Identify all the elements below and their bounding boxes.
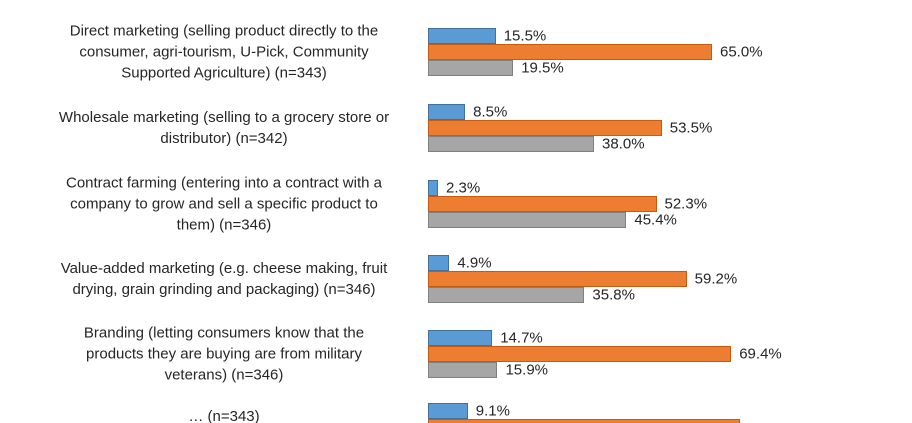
bar-slot: 35.8%: [428, 287, 687, 304]
bar-slot: 45.4%: [428, 212, 677, 229]
category-label-line: … (n=343): [188, 408, 260, 423]
value-label: 14.7%: [500, 329, 543, 347]
bar-gray: 19.5%: [428, 60, 564, 77]
bar-slot: 59.2%: [428, 271, 737, 288]
value-label: 2.3%: [446, 179, 481, 197]
bar-gray: 15.9%: [428, 362, 548, 379]
bar-gray: 38.0%: [428, 136, 645, 153]
category-label-line: products they are buying are from milita…: [86, 345, 362, 363]
chart-row: … (n=343) 9.1%: [0, 403, 912, 423]
value-label: 52.3%: [664, 195, 708, 213]
bar-orange: 52.3%: [428, 196, 707, 213]
bar-group: 4.9% 59.2% 35.8%: [428, 255, 737, 304]
category-label-line: Contract farming (entering into a contra…: [66, 174, 382, 192]
bar-blue: 14.7%: [428, 330, 543, 347]
value-label: 35.8%: [592, 286, 635, 304]
category-label: Value-added marketing (e.g. cheese makin…: [6, 258, 442, 300]
bar-group: 14.7% 69.4% 15.9%: [428, 330, 782, 379]
bar-blue: 8.5%: [428, 104, 507, 121]
category-label-line: Branding (letting consumers know that th…: [83, 324, 365, 342]
category-label-line: consumer, agri-tourism, U-Pick, Communit…: [79, 43, 369, 61]
chart-row: Branding (letting consumers know that th…: [0, 325, 912, 384]
category-label-line: Wholesale marketing (selling to a grocer…: [58, 109, 390, 126]
bar-slot: 69.4%: [428, 346, 782, 363]
chart-row: Contract farming (entering into a contra…: [0, 175, 912, 234]
value-label: 15.9%: [505, 361, 549, 379]
category-label-line: drying, grain grinding and packaging) (n…: [72, 281, 376, 298]
category-label-line: Value-added marketing (e.g. cheese makin…: [60, 260, 388, 277]
bar-gray: 35.8%: [428, 287, 635, 304]
chart-row: Value-added marketing (e.g. cheese makin…: [0, 255, 912, 304]
bar-slot: 9.1%: [428, 403, 740, 420]
bar-slot: 2.3%: [428, 180, 657, 197]
bar-group: 15.5% 65.0% 19.5%: [428, 28, 763, 77]
value-label: 45.4%: [634, 211, 677, 229]
category-label-line: distributor) (n=342): [160, 130, 288, 147]
bar-slot: 53.5%: [428, 120, 712, 137]
value-label: 53.5%: [669, 119, 713, 137]
bar-group: 8.5% 53.5% 38.0%: [428, 104, 712, 153]
bar-slot: 19.5%: [428, 60, 712, 77]
bar-orange: [428, 419, 740, 423]
category-label: Contract farming (entering into a contra…: [6, 173, 442, 236]
bar-blue: 9.1%: [428, 403, 510, 420]
chart-row: Wholesale marketing (selling to a grocer…: [0, 104, 912, 153]
bar-orange: 53.5%: [428, 120, 712, 137]
bar-group: 2.3% 52.3% 45.4%: [428, 180, 707, 229]
bar-blue: 2.3%: [428, 180, 480, 197]
category-label: … (n=343): [6, 406, 442, 423]
bar-slot: 14.7%: [428, 330, 731, 347]
chart-row: Direct marketing (selling product direct…: [0, 23, 912, 82]
value-label: 4.9%: [457, 254, 492, 272]
category-label-line: company to grow and sell a specific prod…: [70, 195, 378, 213]
value-label: 38.0%: [602, 135, 645, 153]
bar-orange: 59.2%: [428, 271, 737, 288]
value-label: 9.1%: [475, 402, 510, 420]
category-label-line: Direct marketing (selling product direct…: [69, 22, 379, 40]
category-label: Branding (letting consumers know that th…: [6, 323, 442, 386]
category-label: Wholesale marketing (selling to a grocer…: [6, 107, 442, 149]
bar-slot: 15.9%: [428, 362, 731, 379]
bar-slot: [428, 419, 740, 423]
bar-blue: 4.9%: [428, 255, 492, 272]
category-label: Direct marketing (selling product direct…: [6, 21, 442, 84]
bar-group: 9.1%: [428, 403, 740, 423]
bar-slot: 15.5%: [428, 28, 712, 45]
category-label-line: veterans) (n=346): [164, 366, 284, 384]
bar-slot: 4.9%: [428, 255, 687, 272]
value-label: 65.0%: [720, 43, 763, 61]
bar-blue: 15.5%: [428, 28, 546, 45]
value-label: 8.5%: [473, 103, 508, 121]
bar-orange: 69.4%: [428, 346, 782, 363]
bar-slot: 65.0%: [428, 44, 763, 61]
bar-slot: 52.3%: [428, 196, 707, 213]
bar-gray: 45.4%: [428, 212, 677, 229]
value-label: 19.5%: [521, 59, 564, 77]
bar-orange: 65.0%: [428, 44, 763, 61]
value-label: 69.4%: [739, 345, 782, 363]
bar-slot: 8.5%: [428, 104, 662, 121]
value-label: 59.2%: [694, 270, 738, 288]
category-label-line: Supported Agriculture) (n=343): [121, 64, 327, 82]
bar-slot: 38.0%: [428, 136, 662, 153]
value-label: 15.5%: [503, 27, 547, 45]
category-label-line: them) (n=346): [176, 216, 272, 234]
